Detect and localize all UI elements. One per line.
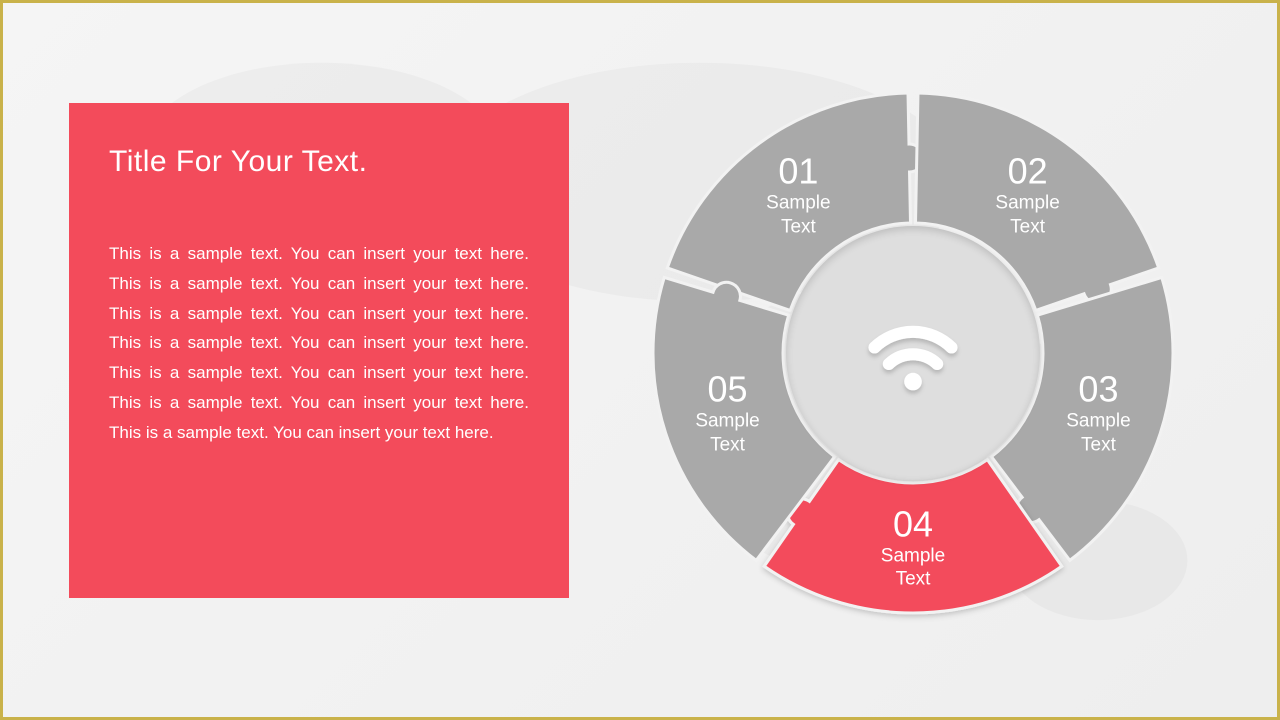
- puzzle-donut: 01Sample Text02Sample Text03Sample Text0…: [643, 83, 1183, 623]
- slide-frame: Title For Your Text. This is a sample te…: [0, 0, 1280, 720]
- panel-title: Title For Your Text.: [109, 145, 529, 179]
- donut-center: [786, 226, 1040, 480]
- panel-body: This is a sample text. You can insert yo…: [109, 239, 529, 447]
- text-panel: Title For Your Text. This is a sample te…: [69, 103, 569, 598]
- wifi-icon: [858, 298, 968, 408]
